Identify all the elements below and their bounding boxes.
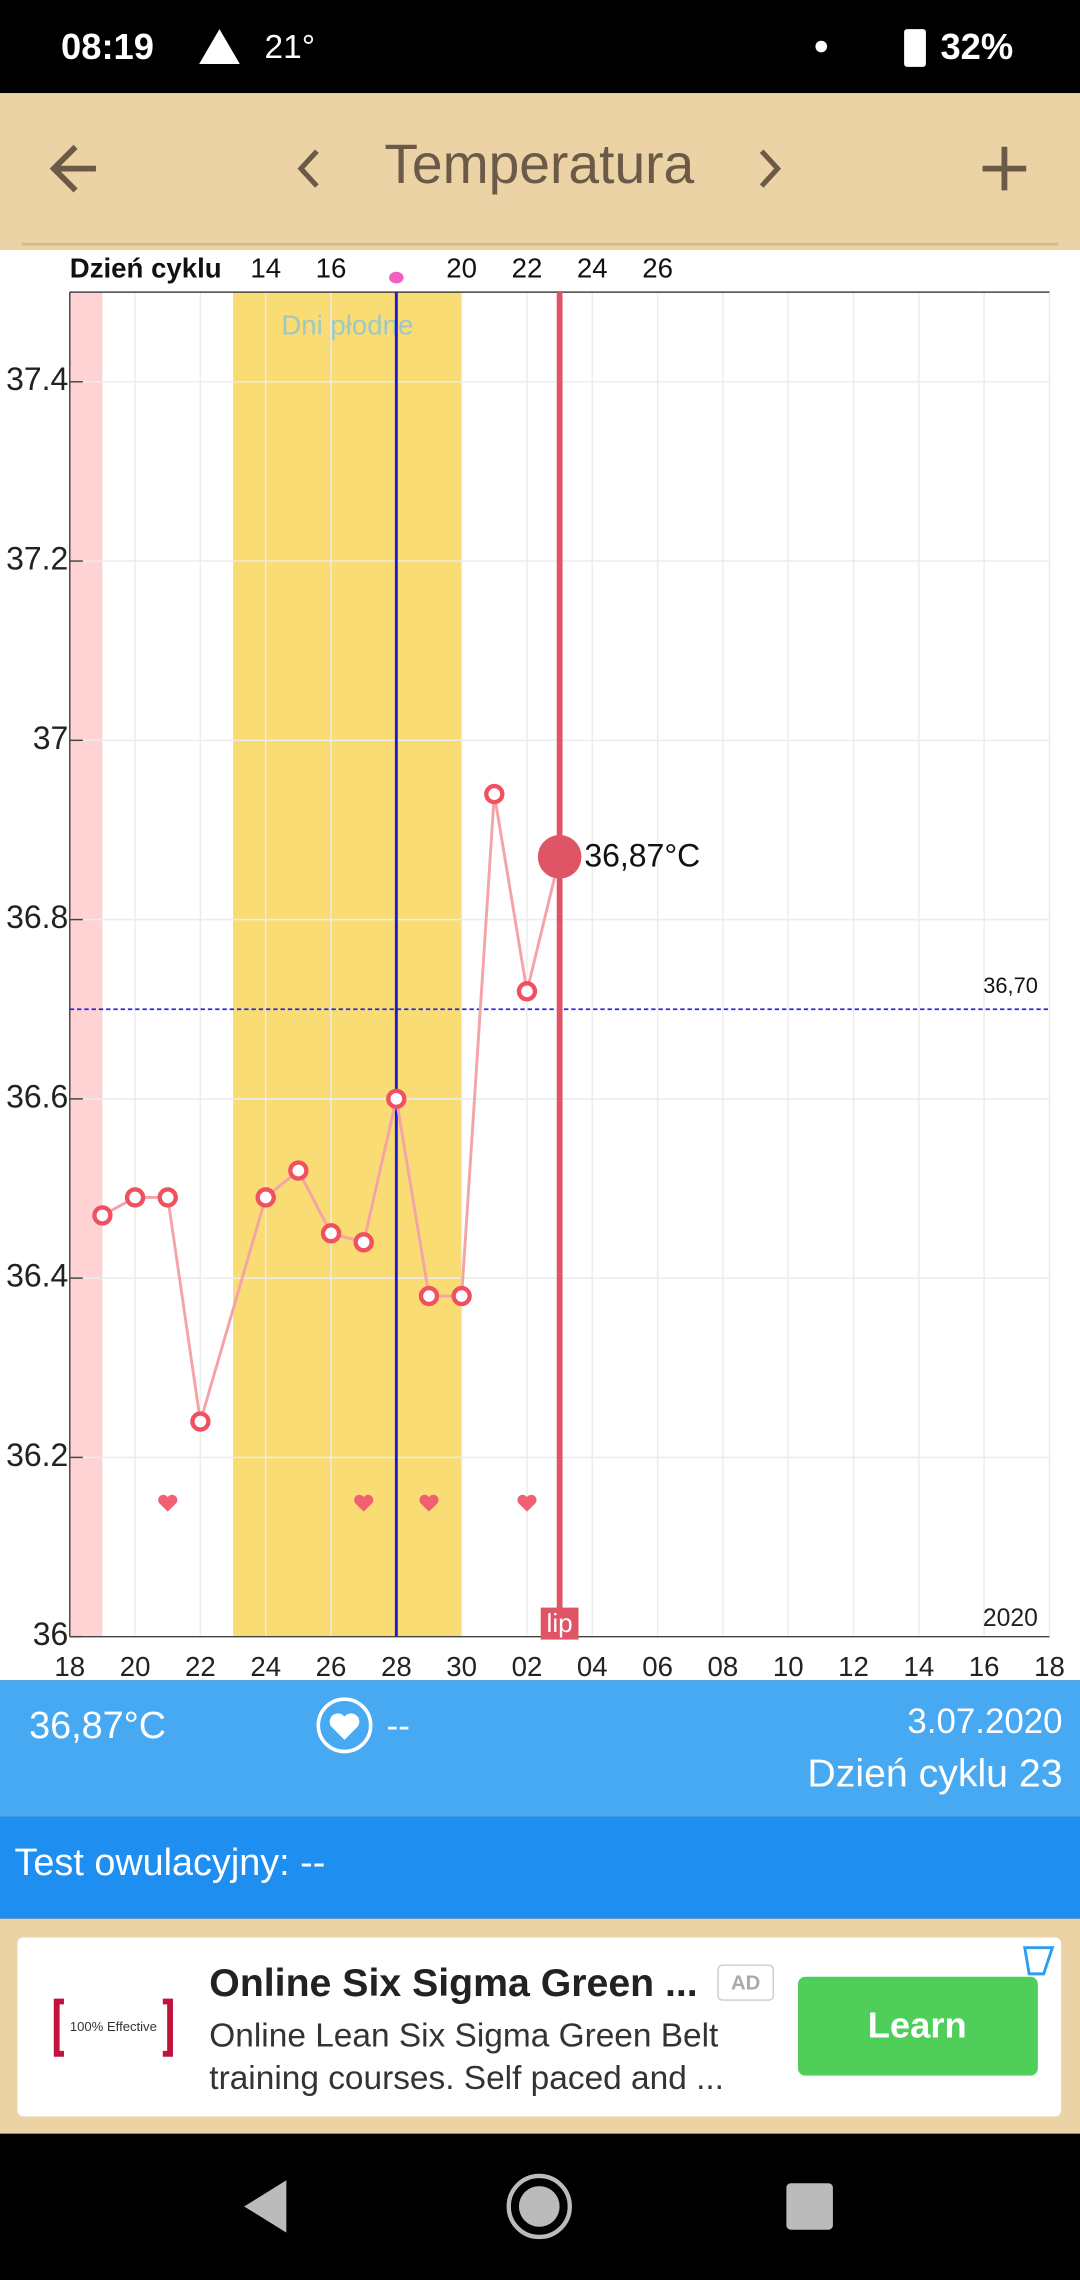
coverline-label: 36,70 <box>983 973 1038 998</box>
y-tick-label: 36.8 <box>6 899 68 935</box>
heart <box>517 1494 537 1512</box>
value-label: 36,87°C <box>584 838 700 874</box>
y-tick-label: 37.4 <box>6 361 68 397</box>
data-point <box>386 1088 407 1110</box>
x-tick-label: 18 <box>1034 1651 1065 1682</box>
top-tick-label: 24 <box>577 253 608 284</box>
nav-recents[interactable] <box>786 2183 833 2230</box>
ad-logo <box>53 1998 173 2057</box>
ad-title: Online Six Sigma Green ... <box>209 1961 697 2005</box>
data-point <box>320 1223 342 1244</box>
ad-logo-text: 100% Effective <box>70 2019 157 2034</box>
toolbar-title: Temperatura <box>384 133 694 195</box>
ovulation-marker <box>389 271 404 284</box>
toolbar <box>0 93 1080 251</box>
ad-button[interactable] <box>798 1976 1038 2076</box>
x-tick-label: 18 <box>54 1651 85 1682</box>
x-tick-label: 22 <box>185 1651 216 1682</box>
fertile-band <box>233 292 462 1637</box>
ad-text: Online Lean Six Sigma Green Belt <box>209 2018 719 2055</box>
top-tick-label: 22 <box>512 253 543 284</box>
data-point <box>418 1285 440 1307</box>
x-tick-label: 04 <box>577 1651 608 1682</box>
next-button[interactable] <box>759 149 782 188</box>
info-panel <box>0 1680 1080 1817</box>
battery-icon <box>904 29 926 67</box>
x-tick-label: 24 <box>250 1651 281 1682</box>
info-cycle-day: Dzień cyklu 23 <box>807 1752 1062 1796</box>
y-tick-label: 36.6 <box>6 1078 68 1114</box>
x-tick-label: 28 <box>381 1651 412 1682</box>
current-point <box>537 835 582 879</box>
x-tick-label: 26 <box>316 1651 347 1682</box>
y-tick-label: 36.4 <box>6 1258 68 1294</box>
heart <box>158 1494 178 1512</box>
clock: 08:19 <box>61 26 154 67</box>
x-tick-label: 06 <box>642 1651 673 1682</box>
data-point <box>516 981 538 1002</box>
top-tick-label: 14 <box>250 253 281 284</box>
y-tick-label: 37 <box>33 720 69 756</box>
notification-dot <box>815 40 828 53</box>
nav-home-dot <box>518 2186 560 2227</box>
info-temperature: 36,87°C <box>29 1705 166 1747</box>
y-tick-label: 36 <box>33 1616 69 1652</box>
data-point <box>124 1187 146 1208</box>
chart-background <box>0 250 1080 1681</box>
data-point <box>484 783 505 805</box>
today-badge <box>540 1607 579 1640</box>
chart: Dni płodne 18 20 22 24 26 28 30 02 04 06 08 10 12 14 16… <box>6 253 1065 1682</box>
nav-back[interactable] <box>244 2180 287 2233</box>
data-point <box>451 1285 472 1307</box>
ovulation-test: Test owulacyjny: -- <box>15 1842 326 1884</box>
info-date: 3.07.2020 <box>907 1702 1062 1741</box>
x-tick-label: 20 <box>120 1651 151 1682</box>
y-tick-label: 37.2 <box>6 540 68 576</box>
top-axis-label: Dzień cyklu <box>70 253 222 284</box>
ad-tag: AD <box>731 1972 760 1994</box>
info-intercourse: -- <box>387 1706 410 1745</box>
top-tick-label: 26 <box>642 253 673 284</box>
data-point <box>288 1160 309 1181</box>
adchoices-icon[interactable] <box>1023 1946 1055 1976</box>
back-button[interactable] <box>49 144 96 193</box>
year-label: 2020 <box>983 1605 1038 1632</box>
heart-icon[interactable] <box>316 1697 373 1754</box>
top-tick-label: 16 <box>316 253 347 284</box>
data-point <box>92 1205 113 1226</box>
top-tick-label: 20 <box>446 253 477 284</box>
data-point <box>157 1187 178 1208</box>
temperature-line <box>101 793 562 1422</box>
data-point <box>190 1411 211 1432</box>
data-point <box>255 1187 276 1208</box>
weather: 21° <box>265 29 316 66</box>
battery-level: 32% <box>940 26 1013 67</box>
prev-button[interactable] <box>297 149 319 188</box>
x-tick-label: 10 <box>773 1651 804 1682</box>
x-tick-label: 12 <box>838 1651 869 1682</box>
x-tick-label: 30 <box>446 1651 477 1682</box>
y-tick-label: 36.2 <box>6 1437 68 1473</box>
ad-button-label: Learn <box>868 2004 967 2045</box>
x-tick-label: 14 <box>903 1651 934 1682</box>
heart <box>354 1494 374 1512</box>
today-label: lip <box>547 1608 573 1638</box>
ovulation-test-row[interactable] <box>0 1816 1080 1919</box>
x-tick-label: 02 <box>512 1651 543 1682</box>
add-button[interactable] <box>982 146 1027 191</box>
ad-text: training courses. Self paced and ... <box>209 2060 724 2097</box>
heart-glyph <box>329 1713 360 1740</box>
fertile-label: Dni płodne <box>281 309 413 340</box>
x-tick-label: 16 <box>969 1651 1000 1682</box>
nav-home[interactable] <box>506 2173 572 2240</box>
data-point <box>353 1232 374 1253</box>
status-bar <box>0 0 1080 94</box>
x-tick-label: 08 <box>708 1651 739 1682</box>
heart <box>419 1494 439 1512</box>
alert-icon <box>199 29 240 64</box>
ad-tag-box <box>717 1964 775 2001</box>
period-band <box>69 292 103 1637</box>
